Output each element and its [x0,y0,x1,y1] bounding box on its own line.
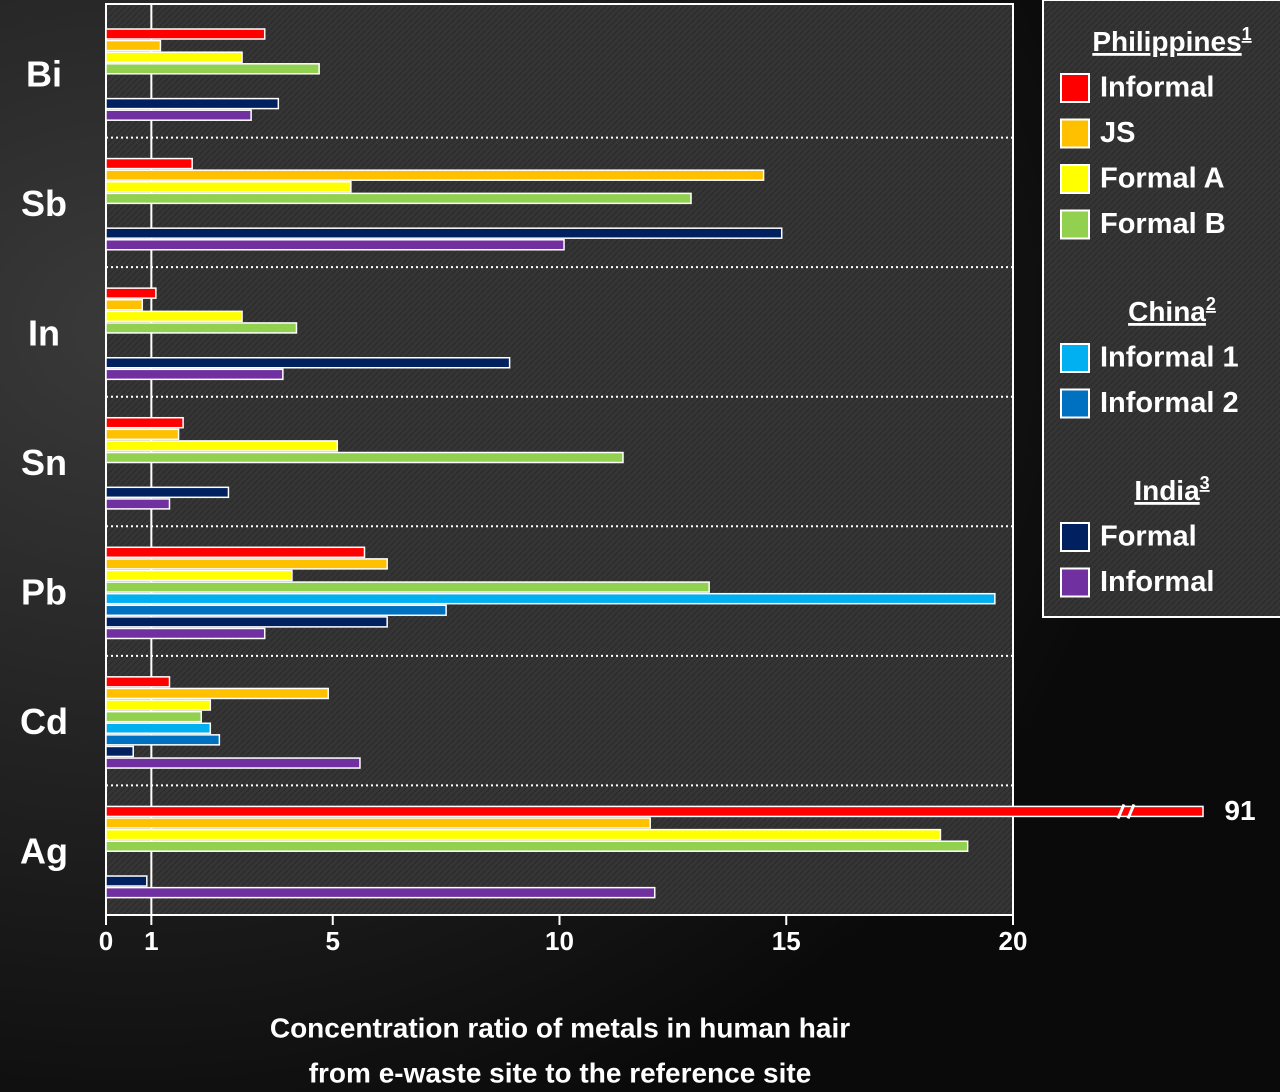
category-label: Ag [20,831,68,872]
legend-swatch [1060,209,1090,240]
bar [105,687,329,700]
legend-heading: India3 [1134,473,1209,507]
legend-swatch [1060,118,1090,149]
bar [105,581,710,593]
x-axis-title: Concentration ratio of metals in human h… [270,1012,850,1043]
bar [105,239,565,251]
bar [105,710,202,723]
legend-heading-note: 2 [1206,294,1216,314]
x-tick-label: 1 [144,926,158,956]
x-tick-label: 15 [772,926,801,956]
axis-break-mark [1116,803,1126,820]
legend-swatch [1060,388,1090,419]
legend-label: Informal [1100,72,1214,104]
bar [105,722,212,735]
bar [105,886,656,899]
legend-heading: Philippines1 [1092,24,1251,58]
bar [105,745,134,758]
bar [105,322,298,334]
bar [105,498,171,510]
bar [105,734,221,746]
x-tick-label: 5 [326,926,340,956]
value-label: 91 [1224,795,1255,826]
bar [105,416,184,429]
legend-swatch [1060,522,1090,552]
bar [105,356,511,369]
bar [105,828,942,841]
x-tick-label: 20 [999,926,1028,956]
bar [105,63,320,75]
bar [105,451,624,464]
legend-label: JS [1100,117,1135,149]
bar [105,298,144,311]
x-tick-label: 0 [99,926,113,956]
bar [105,546,366,559]
bar [105,817,651,829]
bar [105,699,212,711]
bar [105,192,692,205]
bar [105,558,388,570]
legend-heading-text: Philippines [1092,26,1241,57]
bar [105,604,447,617]
legend-heading-text: China [1128,296,1206,327]
legend-heading-text: India [1134,475,1200,506]
bar [105,616,388,628]
bar [105,97,280,110]
bar [105,676,171,688]
bar [105,428,180,441]
bar [105,805,1204,818]
legend-label: Formal A [1100,163,1225,195]
legend-heading-note: 3 [1200,473,1210,493]
bar [105,181,352,193]
bar [105,440,339,452]
bar [105,287,157,299]
x-tick-label: 10 [545,926,574,956]
legend-swatch [1060,343,1090,373]
legend-label: Informal 2 [1100,387,1239,419]
bar [105,227,783,239]
bar [105,368,284,381]
legend-label: Informal 1 [1100,342,1239,374]
bar [105,39,162,52]
legend-swatch [1060,164,1090,194]
bar [105,840,969,852]
legend-swatch [1060,73,1090,103]
legend-label: Informal [1100,566,1214,598]
bar [105,109,252,121]
category-label: Pb [21,572,67,613]
legend-label: Formal [1100,521,1197,553]
bar [105,310,243,323]
x-axis-title: from e-waste site to the reference site [309,1057,812,1088]
bar [105,28,266,40]
legend-heading-note: 1 [1242,24,1252,44]
legend-label: Formal B [1100,208,1226,240]
legend-swatch [1060,567,1090,598]
axis-break-mark [1126,803,1136,820]
bar [105,486,230,499]
bar [105,592,996,605]
bar [105,169,765,181]
bar [105,51,243,63]
category-label: In [28,312,60,353]
category-label: Sb [21,183,67,224]
bar [105,875,148,887]
category-label: Sn [21,442,67,483]
category-label: Bi [26,53,62,94]
bar [105,157,193,170]
bar [105,627,266,640]
legend-heading: China2 [1128,294,1216,328]
bar [105,757,361,769]
category-label: Cd [20,701,68,742]
bar [105,569,293,582]
